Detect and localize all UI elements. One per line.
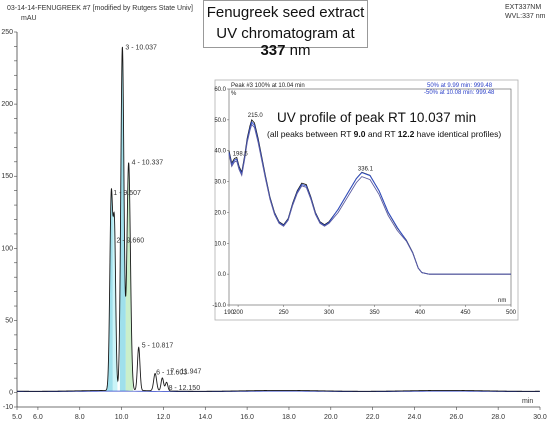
- inset-panel: [214, 79, 519, 321]
- inset-peak-label: Peak #3 100% at 10.04 min: [231, 83, 305, 89]
- inset-caption-main: UV profile of peak RT 10.037 min: [277, 110, 476, 125]
- peak-label: 6 - 11.603: [156, 369, 187, 376]
- caption-sub-b: 12.2: [398, 129, 415, 139]
- inset-y-tick-label: 30.0: [214, 180, 226, 186]
- caption-sub-mid: and RT: [365, 129, 397, 139]
- inset-y-tick-label: -10.0: [212, 303, 226, 309]
- title-wavelength: 337: [260, 42, 286, 59]
- uv-peak-annotation: 336.1: [358, 166, 374, 172]
- uv-spectrum-annotations: 198.5 215.0 336.1: [233, 113, 374, 172]
- inset-x-unit: nm: [498, 298, 506, 304]
- peak-labels: 1 - 9.507 2 - 9.660 3 - 10.037 4 - 10.337 5 …: [113, 44, 201, 392]
- peak-fill: [105, 188, 113, 392]
- uv-peak-annotation: 198.5: [233, 152, 249, 158]
- title-box: Fenugreek seed extract UV chromatogram a…: [203, 0, 368, 59]
- inset-y-tick-label: 20.0: [214, 210, 226, 216]
- main-x-tick-label: 26.0: [450, 414, 464, 421]
- main-x-tick-label: 22.0: [366, 414, 380, 421]
- peak-label: 8 - 12.150: [169, 385, 201, 392]
- inset-x-tick-label: 300: [324, 310, 335, 316]
- main-x-tick-label: 16.0: [240, 414, 254, 421]
- caption-sub-suffix: have identical profiles): [414, 129, 501, 139]
- uv-spectrum-series: [228, 118, 511, 275]
- peak-label: 1 - 9.507: [113, 190, 141, 197]
- title-suffix: nm: [285, 42, 311, 59]
- inset-x-tick-label: 500: [506, 310, 517, 316]
- x-unit-label: min: [522, 398, 533, 405]
- main-x-tick-label: 5.0: [12, 414, 22, 421]
- inset-x-tick-label: 350: [370, 310, 381, 316]
- inset-legend-2: -50% at 10.08 min: 999.48: [424, 90, 495, 96]
- main-y-tick-label: 200: [1, 101, 13, 108]
- main-x-tick-label: 20.0: [324, 414, 338, 421]
- method-label: EXT337NM: [505, 4, 541, 11]
- main-y-tick-label: 50: [5, 317, 13, 324]
- title-line-2: UV chromatogram at 337 nm: [204, 25, 367, 59]
- main-y-tick-label: 0: [9, 390, 13, 397]
- main-y-ticks: -10 0 50 100 150 200 250: [1, 29, 17, 411]
- main-x-tick-label: 12.0: [157, 414, 171, 421]
- chromatogram-trace: [16, 46, 540, 392]
- peak-label: 5 - 10.817: [142, 342, 174, 349]
- inset-y-tick-label: 10.0: [214, 241, 226, 247]
- main-x-tick-label: 6.0: [33, 414, 43, 421]
- peak-label: 2 - 9.660: [116, 237, 144, 244]
- inset-y-unit: %: [231, 91, 237, 97]
- main-x-tick-label: 10.0: [115, 414, 129, 421]
- inset-x-tick-label: 250: [279, 310, 290, 316]
- inset-caption-sub: (all peaks between RT 9.0 and RT 12.2 ha…: [267, 129, 501, 139]
- uv-series-line: [228, 123, 511, 275]
- main-y-tick-label: -10: [3, 404, 13, 411]
- caption-sub-prefix: (all peaks between RT: [267, 129, 354, 139]
- title-prefix: UV chromatogram at: [216, 25, 355, 42]
- main-x-tick-label: 28.0: [491, 414, 505, 421]
- inset-x-tick-label: 200: [233, 310, 244, 316]
- main-y-tick-label: 100: [1, 245, 13, 252]
- inset-y-ticks: -10.0 0.0 10.0 20.0 30.0 40.0 50.0 60.0: [212, 87, 229, 309]
- main-y-tick-label: 250: [1, 29, 13, 36]
- title-line-1: Fenugreek seed extract: [206, 4, 365, 21]
- y-unit-label: mAU: [21, 15, 37, 22]
- main-y-tick-label: 150: [1, 173, 13, 180]
- uv-series-line: [228, 121, 511, 275]
- main-x-tick-label: 30.0: [533, 414, 547, 421]
- run-label: 03-14-14-FENUGREEK #7 [modified by Rutge…: [7, 5, 193, 12]
- inset-x-tick-label: 190: [224, 310, 235, 316]
- main-x-tick-label: 8.0: [75, 414, 85, 421]
- inset-x-tick-label: 450: [461, 310, 472, 316]
- caption-sub-a: 9.0: [354, 129, 366, 139]
- uv-peak-annotation: 215.0: [248, 113, 264, 119]
- inset-y-tick-label: 60.0: [214, 87, 226, 93]
- main-x-tick-label: 24.0: [408, 414, 422, 421]
- main-x-ticks: 5.0 6.0 8.0 10.0 12.0 14.0 16.0 18.0 20.0 22.0 24.…: [12, 407, 547, 421]
- inset-x-tick-label: 400: [415, 310, 426, 316]
- peak-label: 4 - 10.337: [132, 160, 164, 167]
- main-x-tick-label: 14.0: [198, 414, 212, 421]
- inset-y-tick-label: 50.0: [214, 118, 226, 124]
- baseline-trace: [16, 390, 541, 393]
- inset-y-tick-label: 0.0: [218, 272, 227, 278]
- wavelength-label: WVL:337 nm: [505, 13, 546, 20]
- inset-legend-1: 50% at 9.99 min: 999.48: [427, 83, 493, 89]
- inset-y-tick-label: 40.0: [214, 149, 226, 155]
- peak-label: 7 - 11.947: [170, 369, 201, 376]
- inset-x-ticks: 190 200 250 300 350 400 450 500: [224, 305, 517, 316]
- main-x-tick-label: 18.0: [282, 414, 296, 421]
- inset-plot-frame: [228, 88, 512, 306]
- peak-label: 3 - 10.037: [125, 44, 157, 51]
